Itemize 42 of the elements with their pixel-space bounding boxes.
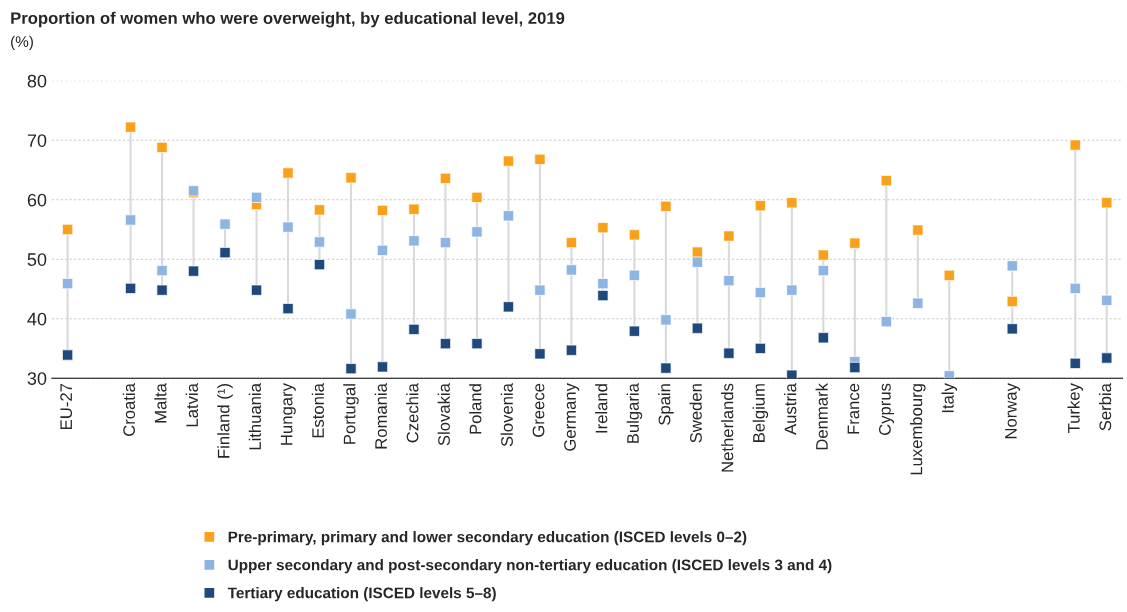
x-tick-label: Estonia — [311, 383, 324, 438]
x-tick-label: Greece — [532, 383, 545, 437]
x-tick-label: Netherlands — [721, 383, 734, 472]
x-tick-label: Norway — [1005, 383, 1021, 439]
x-tick-label: Poland — [469, 384, 482, 434]
x-tick-label: Finland (¹) — [217, 384, 233, 458]
x-tick-label: Belgium — [752, 384, 769, 442]
x-tick-label: Bulgaria — [626, 383, 643, 443]
y-tick-label: 50 — [27, 253, 47, 266]
y-tick-label: 60 — [27, 193, 47, 207]
legend-label: Tertiary education (ISCED levels 5–8) — [227, 587, 496, 602]
x-tick-label: Slovakia — [437, 383, 450, 446]
x-tick-label: Lithuania — [248, 383, 261, 450]
legend-label: Pre-primary, primary and lower secondary education (ISCED levels 0–2) — [228, 531, 747, 546]
x-tick-label: EU-27 — [60, 383, 73, 429]
x-tick-label: Spain — [658, 384, 674, 425]
y-tick-label: 70 — [27, 134, 47, 147]
x-tick-label: Turkey — [1067, 383, 1084, 434]
x-tick-label: Portugal — [343, 384, 359, 444]
y-tick-label: 80 — [27, 74, 47, 88]
x-tick-label: Denmark — [815, 383, 828, 450]
x-tick-label: Cyprus — [878, 383, 895, 436]
x-tick-label: Ireland — [595, 384, 608, 433]
y-tick-label: 40 — [27, 312, 47, 326]
legend-label: Upper secondary and post-secondary non-tertiary education (ISCED levels 3 and 4) — [228, 559, 832, 574]
y-tick-label: 30 — [27, 372, 47, 385]
chart-title: Proportion of women who were overweight, by educational level, 2019 — [11, 11, 565, 28]
x-tick-label: Croatia — [122, 383, 136, 436]
x-tick-label: Sweden — [689, 384, 702, 443]
x-tick-label: Slovenia — [500, 383, 513, 447]
x-tick-label: Malta — [154, 383, 167, 423]
x-tick-label: Serbia — [1098, 383, 1112, 431]
x-tick-label: Germany — [564, 383, 580, 451]
x-tick-label: Latvia — [185, 383, 199, 427]
y-axis-title: (%) — [11, 35, 33, 50]
x-tick-label: Hungary — [280, 383, 296, 445]
x-tick-label: Romania — [374, 383, 387, 449]
x-tick-label: France — [847, 383, 860, 434]
x-tick-label: Czechia — [406, 383, 419, 443]
x-tick-label: Luxembourg — [910, 384, 926, 475]
x-tick-label: Austria — [784, 383, 797, 435]
x-tick-label: Italy — [941, 383, 958, 413]
